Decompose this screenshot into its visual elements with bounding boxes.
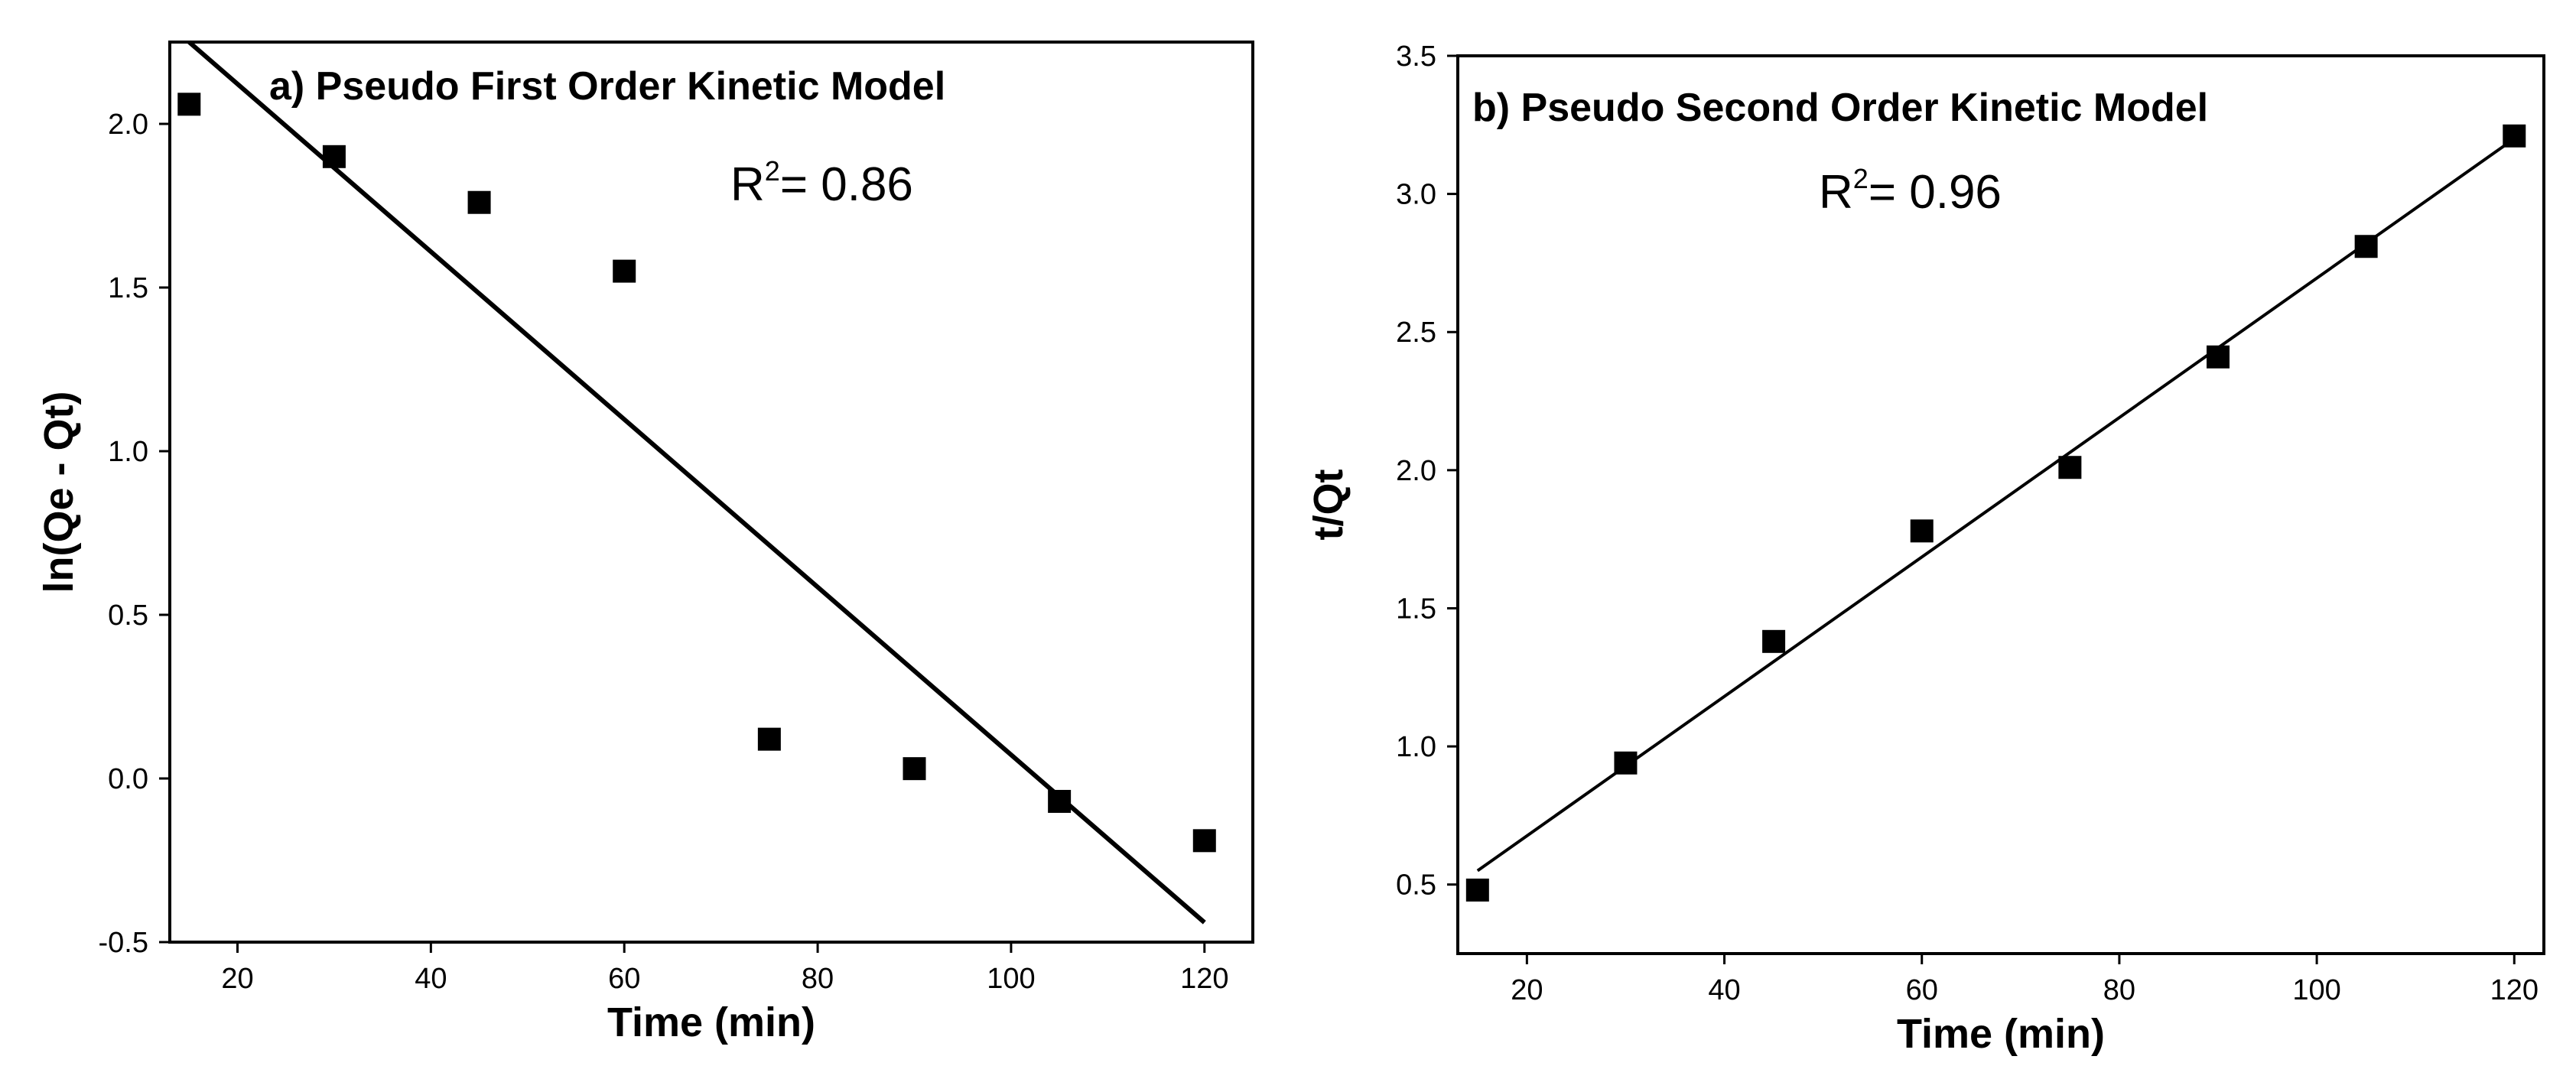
r2-superscript: 2 xyxy=(765,155,780,187)
data-point xyxy=(903,757,926,781)
data-point xyxy=(2207,345,2230,369)
y-tick-label: -0.5 xyxy=(99,927,148,959)
y-tick-label: 1.5 xyxy=(1396,593,1436,625)
data-point xyxy=(2503,124,2526,148)
plot-frame xyxy=(168,41,1254,944)
x-tick-label: 120 xyxy=(2490,974,2539,1006)
x-axis-label: Time (min) xyxy=(607,999,815,1045)
data-point xyxy=(467,190,491,214)
y-tick-label: 1.0 xyxy=(1396,731,1436,763)
r2-value: = 0.96 xyxy=(1869,166,2002,219)
r2-superscript: 2 xyxy=(1853,163,1869,194)
x-tick-label: 40 xyxy=(1708,974,1740,1006)
plot-frame xyxy=(1456,54,2545,955)
x-tick-label: 40 xyxy=(415,963,447,995)
panel-b: 20 40 60 80 100 120 0.5 1.0 1.5 2.0 2.5 3.0 3.5 Time … xyxy=(1306,41,2545,1057)
y-tick-label: 2.5 xyxy=(1396,317,1436,349)
y-tick-label: 0.5 xyxy=(108,600,148,632)
y-axis-label: t/Qt xyxy=(1306,470,1351,541)
y-tick-label: 1.5 xyxy=(108,272,148,304)
x-tick-label: 20 xyxy=(221,963,253,995)
r2-value: = 0.86 xyxy=(780,158,913,211)
chart-title: a) Pseudo First Order Kinetic Model xyxy=(269,64,945,109)
x-tick-label: 80 xyxy=(2103,974,2135,1006)
data-point xyxy=(1192,829,1216,853)
data-point xyxy=(2058,456,2082,479)
y-tick-label: 2.0 xyxy=(1396,455,1436,487)
x-tick-label: 100 xyxy=(987,963,1035,995)
r-squared-annotation: R2= 0.86 xyxy=(730,155,913,211)
x-axis-label: Time (min) xyxy=(1897,1011,2105,1057)
x-tick-label: 100 xyxy=(2292,974,2340,1006)
r-squared-annotation: R2= 0.96 xyxy=(1819,163,2002,219)
x-tick-label: 80 xyxy=(802,963,834,995)
y-tick-label: 2.0 xyxy=(108,109,148,141)
r2-prefix: R xyxy=(1819,166,1853,219)
data-point xyxy=(757,727,781,751)
y-tick-label: 0.5 xyxy=(1396,869,1436,902)
data-point xyxy=(322,145,346,168)
chart-title: b) Pseudo Second Order Kinetic Model xyxy=(1472,86,2208,130)
data-point xyxy=(1762,629,1786,653)
r2-prefix: R xyxy=(730,158,765,211)
x-tick-label: 60 xyxy=(608,963,640,995)
y-tick-label: 3.0 xyxy=(1396,179,1436,211)
fit-line xyxy=(1476,137,2516,873)
x-tick-label: 60 xyxy=(1906,974,1938,1006)
y-tick-label: 3.5 xyxy=(1396,41,1436,73)
data-point xyxy=(1465,878,1489,902)
data-point xyxy=(613,259,636,283)
x-tick-label: 20 xyxy=(1511,974,1543,1006)
data-point xyxy=(1614,751,1638,775)
data-point xyxy=(1910,519,1934,543)
data-point xyxy=(1048,789,1072,813)
y-axis-label: ln(Qe - Qt) xyxy=(36,392,82,593)
y-tick-label: 1.0 xyxy=(108,436,148,468)
fit-line xyxy=(187,40,1206,925)
data-point xyxy=(2354,235,2378,258)
y-tick-label: 0.0 xyxy=(108,763,148,795)
data-point xyxy=(177,93,201,116)
panel-a: 20 40 60 80 100 120 -0.5 0.0 0.5 1.0 1.5 2.0 Time (m… xyxy=(36,40,1254,1045)
x-tick-label: 120 xyxy=(1180,963,1228,995)
